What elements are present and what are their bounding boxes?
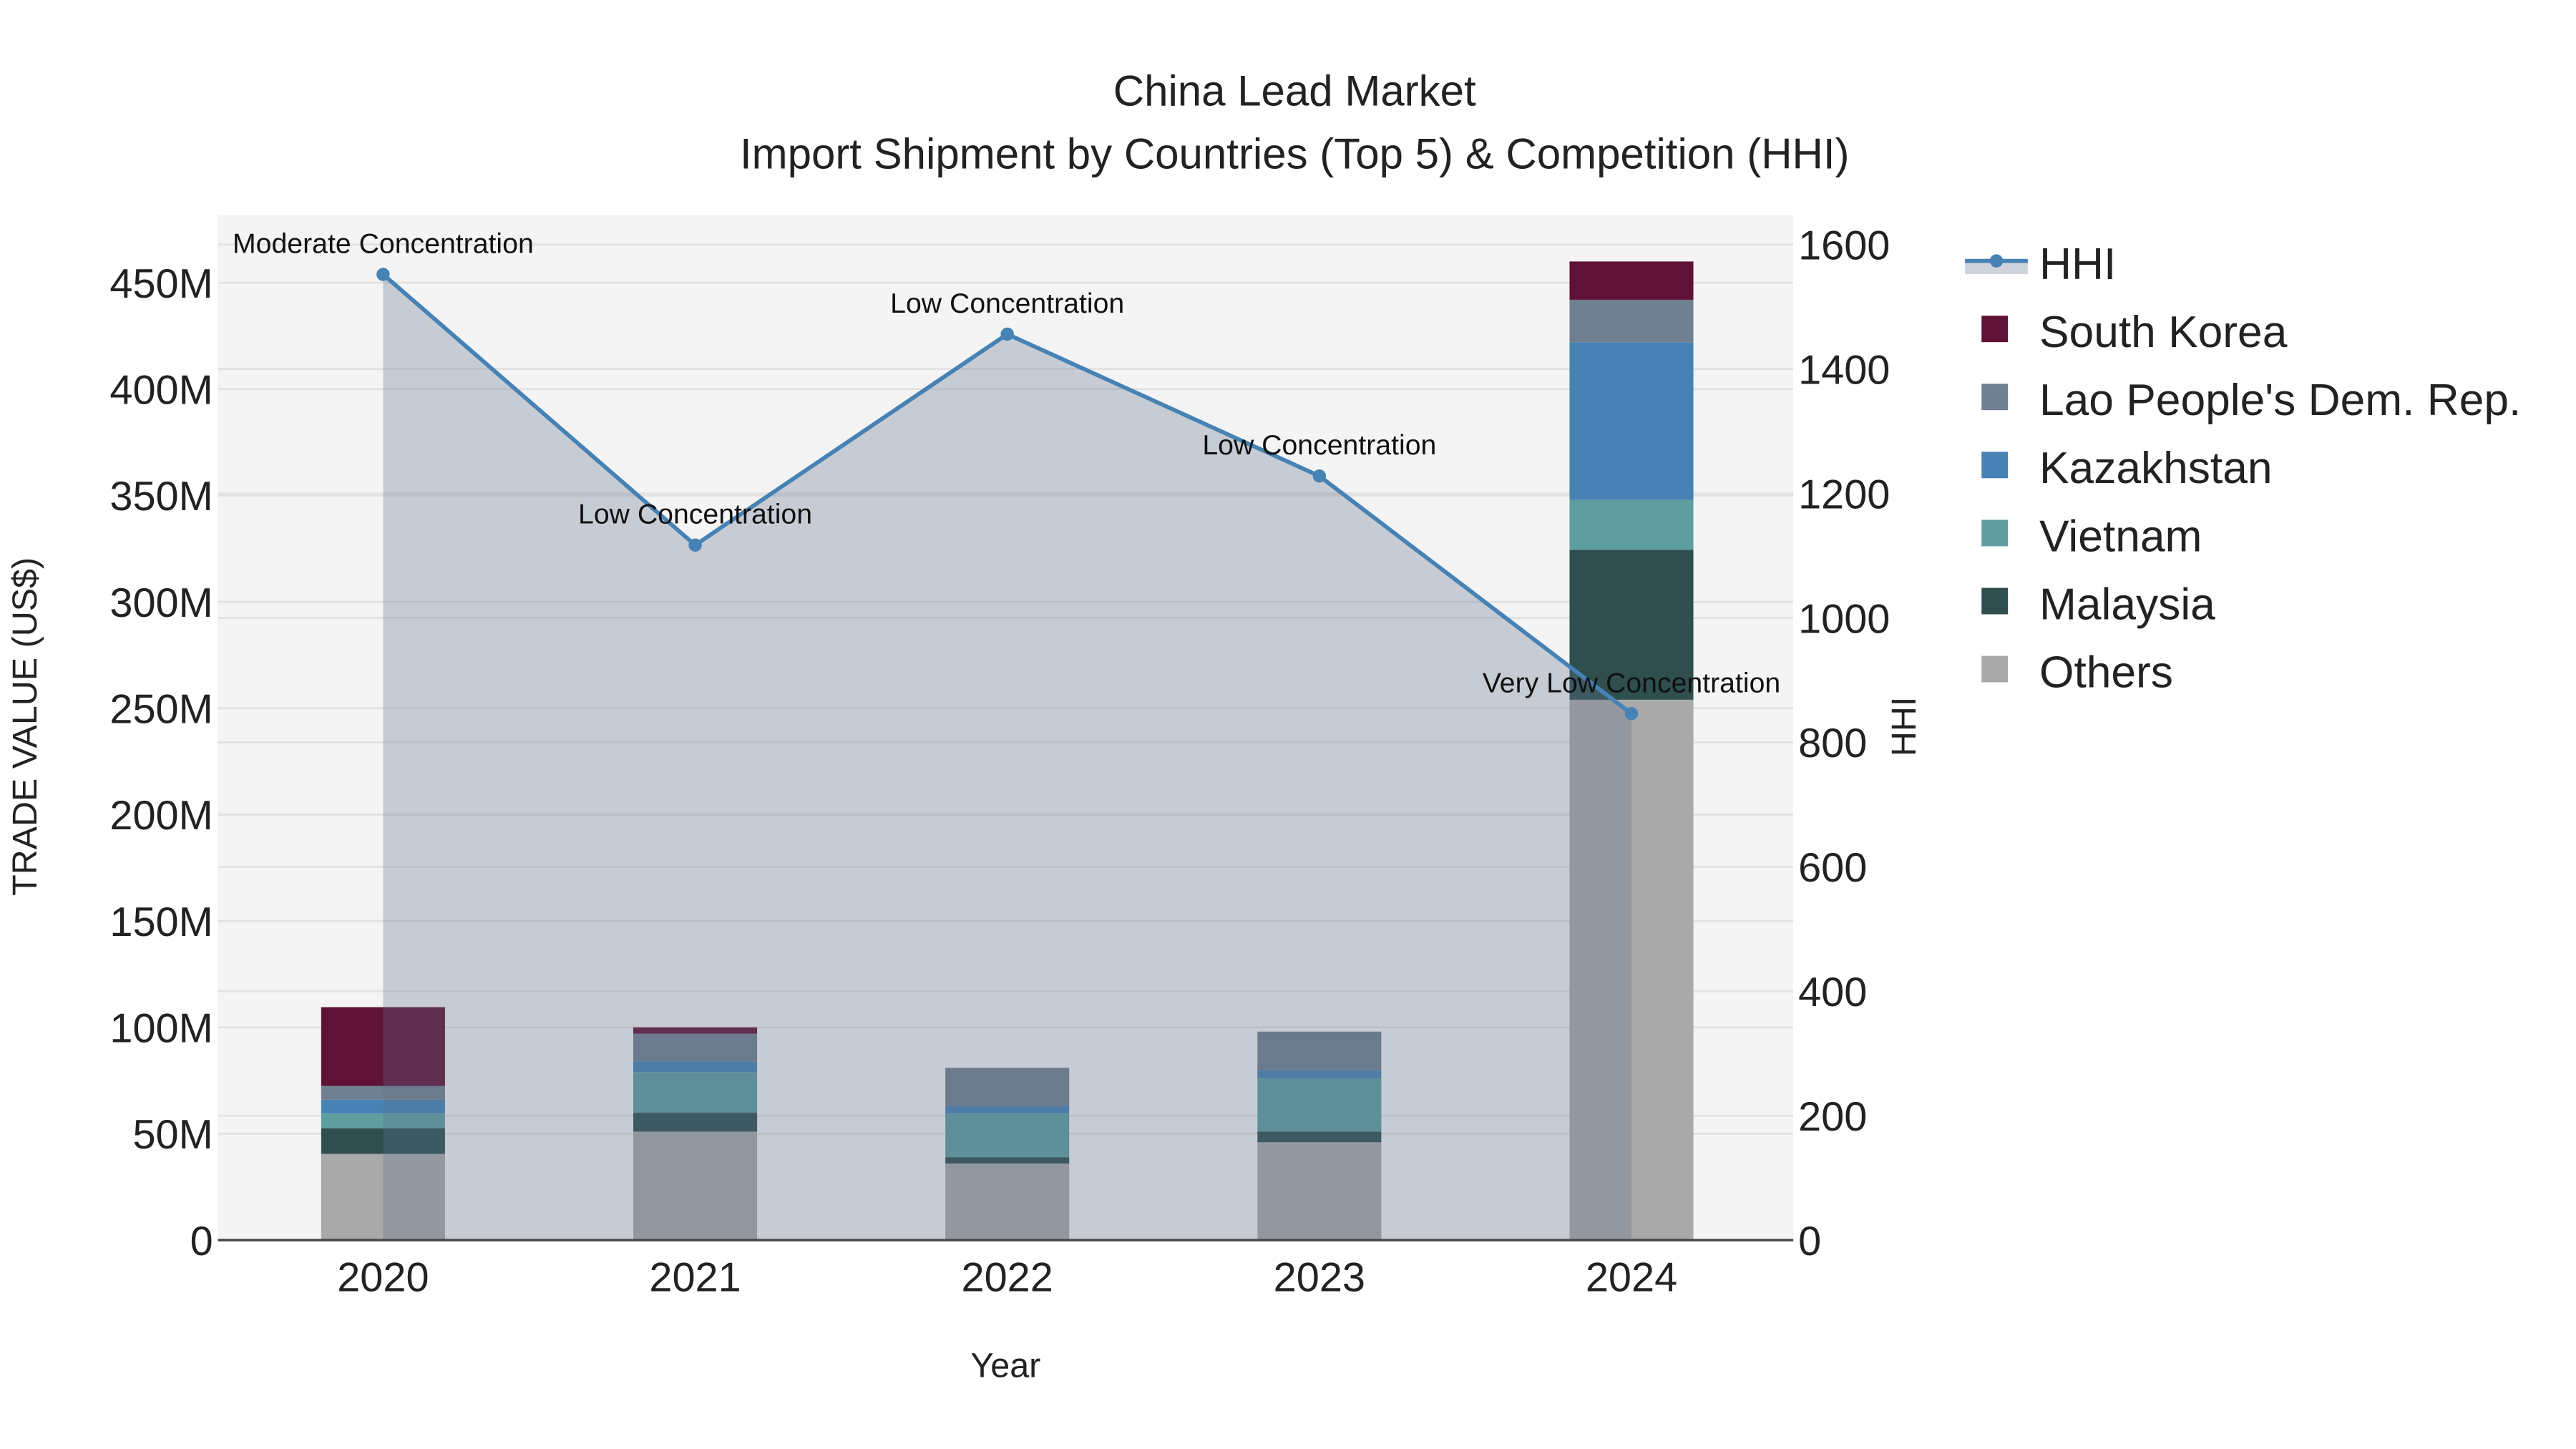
bar-kazakhstan-2021 [633, 1061, 758, 1073]
y2-tick-label: 400 [1798, 970, 1867, 1015]
chart-subtitle: Import Shipment by Countries (Top 5) & C… [740, 130, 1850, 177]
legend-label: Vietnam [2039, 512, 2202, 561]
bar-others-2021 [633, 1131, 758, 1241]
y-axis-label: TRADE VALUE (US$) [6, 557, 44, 896]
legend-swatch [1981, 519, 2009, 547]
legend-swatch [1981, 655, 2009, 683]
y-tick-label: 450M [109, 261, 213, 307]
bar-south-korea-2024 [1569, 261, 1694, 300]
legend: HHI South Korea Lao People's Dem. Rep. Kaza… [1965, 240, 2521, 697]
y-tick-label: 250M [109, 687, 213, 733]
legend-swatch [1981, 452, 2009, 479]
legend-swatch [1981, 316, 2009, 343]
x-tick-label: 2020 [337, 1255, 429, 1301]
bar-others-2022 [945, 1163, 1070, 1241]
bar-vietnam-2021 [633, 1072, 758, 1113]
y2-tick-label: 200 [1798, 1094, 1867, 1140]
legend-swatch [1981, 384, 2009, 411]
y2-tick-label: 600 [1798, 845, 1867, 891]
bar-lao-people-s-dem-rep--2022 [945, 1068, 1070, 1106]
bar-kazakhstan-2024 [1569, 342, 1694, 500]
bar-malaysia-2021 [633, 1112, 758, 1132]
bar-malaysia-2024 [1569, 550, 1694, 700]
bar-kazakhstan-2023 [1257, 1070, 1382, 1079]
legend-label: Others [2039, 648, 2173, 697]
bar-others-2020 [321, 1153, 445, 1241]
hhi-point-2022 [1000, 327, 1014, 341]
bar-malaysia-2020 [321, 1128, 445, 1154]
hhi-annotation: Low Concentration [890, 288, 1124, 319]
bar-lao-people-s-dem-rep--2021 [633, 1033, 758, 1062]
y2-tick-label: 800 [1798, 721, 1867, 766]
y-tick-label: 300M [109, 580, 213, 626]
bar-kazakhstan-2020 [321, 1099, 445, 1114]
y2-tick-label: 1000 [1798, 596, 1890, 642]
hhi-annotation: Moderate Concentration [233, 228, 534, 259]
hhi-annotation: Very Low Concentration [1483, 667, 1780, 698]
bar-lao-people-s-dem-rep--2023 [1257, 1031, 1382, 1070]
bar-lao-people-s-dem-rep--2020 [321, 1085, 445, 1100]
x-axis-label: Year [970, 1347, 1040, 1385]
hhi-annotation: Low Concentration [578, 499, 812, 530]
hhi-point-2023 [1312, 469, 1327, 483]
y2-tick-label: 1400 [1798, 347, 1890, 393]
y-tick-label: 200M [109, 793, 213, 839]
bar-lao-people-s-dem-rep--2024 [1569, 299, 1694, 343]
y2-tick-label: 1600 [1798, 223, 1890, 269]
bar-vietnam-2023 [1257, 1078, 1382, 1132]
bar-malaysia-2022 [945, 1157, 1070, 1164]
y2-tick-label: 0 [1798, 1219, 1821, 1264]
y-tick-label: 50M [132, 1112, 213, 1158]
bar-vietnam-2020 [321, 1113, 445, 1128]
y-tick-label: 350M [109, 474, 213, 519]
bar-vietnam-2024 [1569, 499, 1694, 550]
bar-malaysia-2023 [1257, 1131, 1382, 1143]
legend-swatch [1981, 587, 2009, 615]
bar-kazakhstan-2022 [945, 1106, 1070, 1114]
y2-axis-label: HHI [1885, 697, 1923, 756]
hhi-area [383, 274, 1631, 1241]
legend-label: Lao People's Dem. Rep. [2039, 376, 2521, 425]
legend-label: Kazakhstan [2039, 444, 2273, 493]
x-tick-label: 2023 [1274, 1255, 1365, 1301]
x-tick-label: 2024 [1586, 1255, 1677, 1301]
y-tick-label: 100M [109, 1006, 213, 1052]
hhi-annotation: Low Concentration [1202, 429, 1436, 461]
y-tick-label: 0 [190, 1219, 213, 1264]
legend-label: HHI [2039, 240, 2116, 289]
bar-south-korea-2021 [633, 1027, 758, 1034]
legend-label: South Korea [2039, 308, 2288, 357]
bar-south-korea-2020 [321, 1007, 445, 1086]
chart-title: China Lead Market [1113, 67, 1476, 115]
hhi-point-2021 [688, 538, 702, 552]
hhi-point-2024 [1624, 707, 1639, 721]
legend-label: Malaysia [2039, 580, 2215, 629]
bar-others-2024 [1569, 699, 1694, 1241]
bar-vietnam-2022 [945, 1113, 1070, 1158]
hhi-point-2020 [376, 268, 390, 281]
y2-tick-label: 1200 [1798, 472, 1890, 517]
legend-hhi-marker [1989, 254, 2004, 268]
x-tick-label: 2021 [649, 1255, 741, 1301]
bar-others-2023 [1257, 1142, 1382, 1241]
y-tick-label: 400M [109, 368, 213, 414]
y-tick-label: 150M [109, 899, 213, 945]
x-tick-label: 2022 [962, 1255, 1053, 1301]
